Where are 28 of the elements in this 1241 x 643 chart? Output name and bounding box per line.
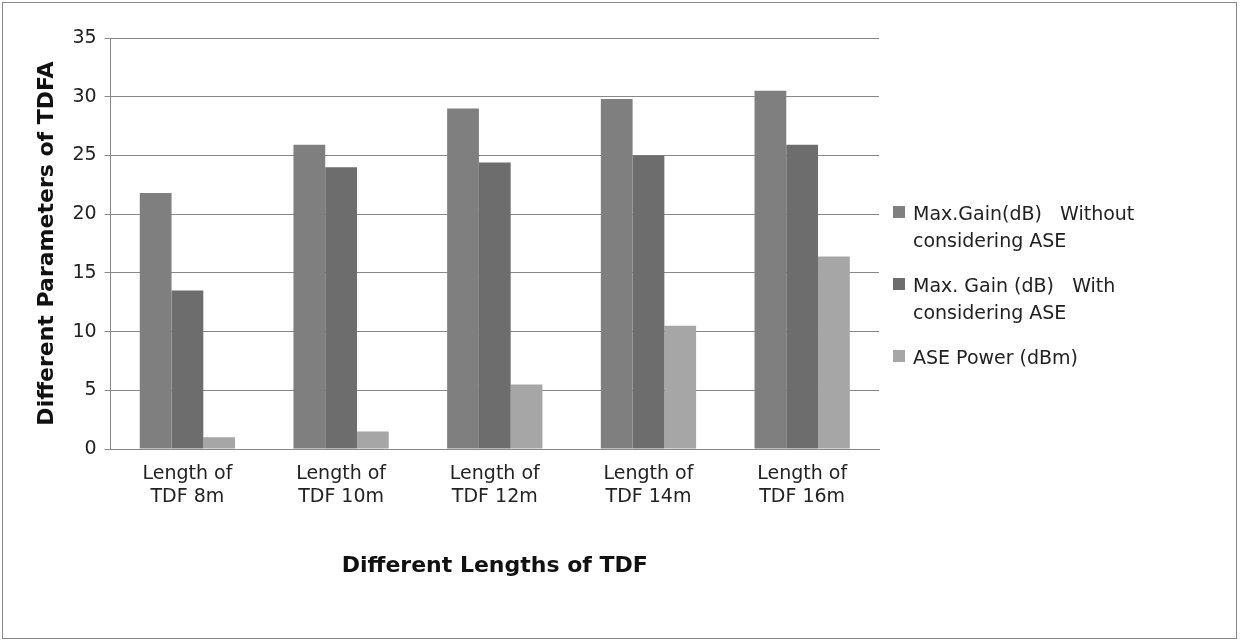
bar	[786, 144, 819, 449]
y-tick-label: 25	[72, 142, 97, 165]
x-tick-label: Length of TDF 10m	[296, 461, 388, 507]
bar	[356, 431, 389, 449]
y-tick-label: 0	[84, 435, 97, 458]
x-tick-label: Length of TDF 8m	[142, 461, 234, 507]
x-axis-title: Different Lengths of TDF	[341, 551, 648, 577]
bar	[203, 437, 236, 449]
bar	[478, 162, 511, 449]
bar	[664, 325, 697, 449]
bar	[325, 167, 357, 449]
legend-label: ASE Power (dBm)	[913, 345, 1080, 370]
legend-label: Max. Gain (dB) With considering ASE	[913, 273, 1117, 325]
y-axis-title: Different Parameters of TDFA	[32, 61, 58, 426]
y-tick-label: 20	[72, 201, 97, 224]
legend-label: Max.Gain(dB) Without considering ASE	[913, 201, 1136, 253]
y-tick-label: 30	[72, 83, 97, 106]
y-tick-label: 5	[84, 377, 97, 400]
bar	[818, 256, 850, 449]
x-tick-label: Length of TDF 16m	[757, 461, 849, 507]
x-tick-label: Length of TDF 12m	[449, 461, 542, 507]
y-tick-label: 10	[72, 318, 97, 341]
bar	[171, 290, 204, 449]
bar	[632, 155, 665, 449]
bar	[510, 384, 543, 449]
y-tick-label: 15	[72, 259, 97, 282]
y-tick-label: 35	[72, 24, 97, 47]
x-tick-label: Length of TDF 14m	[603, 461, 695, 507]
